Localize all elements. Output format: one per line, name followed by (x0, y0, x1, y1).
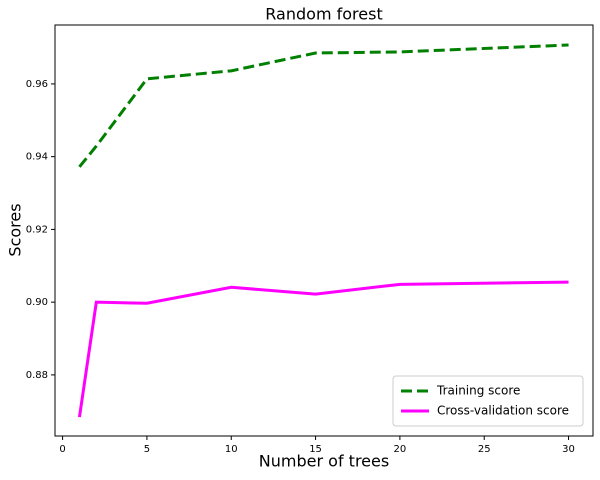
x-tick-label: 30 (562, 444, 575, 455)
x-tick-label: 15 (309, 444, 322, 455)
series-line (77, 280, 569, 418)
legend-box (392, 375, 584, 427)
legend-label: Training score (436, 384, 520, 398)
x-tick-label: 10 (225, 444, 238, 455)
x-tick-label: 0 (59, 444, 65, 455)
x-tick-label: 20 (394, 444, 407, 455)
x-tick-label: 25 (478, 444, 491, 455)
y-axis-label: Scores (6, 203, 25, 256)
plot-frame (54, 24, 594, 437)
y-tick-label: 0.94 (26, 152, 48, 163)
x-axis-label: Number of trees (259, 452, 389, 471)
y-tick-label: 0.90 (26, 297, 48, 308)
y-tick-label: 0.88 (26, 370, 48, 381)
y-tick-label: 0.96 (26, 79, 48, 90)
chart-title: Random forest (265, 5, 382, 24)
x-tick-label: 5 (144, 444, 150, 455)
series-line (78, 43, 569, 168)
y-tick-label: 0.92 (26, 224, 48, 235)
legend-label: Cross-validation score (437, 404, 569, 418)
